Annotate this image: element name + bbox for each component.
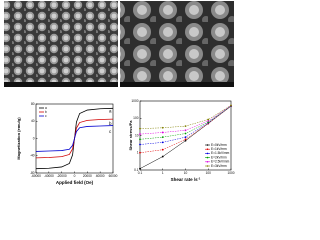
legend-label: a (45, 106, 47, 110)
x-axis-label-sup: -1 (198, 176, 201, 180)
data-point (139, 167, 141, 170)
y-tick-label: 1000 (131, 99, 138, 103)
legend-label: c (45, 114, 47, 118)
legend-label: E=1kV/mm (211, 147, 227, 151)
y-tick-label: 100 (133, 116, 139, 120)
y-tick-label: 0 (33, 136, 35, 140)
y-tick-label: -80 (30, 171, 35, 175)
series-annotation: a (109, 109, 112, 114)
data-point (161, 126, 164, 129)
data-point (139, 151, 141, 154)
y-tick-label: 10 (135, 133, 139, 137)
legend-marker (206, 152, 209, 155)
data-point (161, 148, 164, 151)
legend-marker (206, 144, 209, 146)
sem-info-bar (4, 82, 118, 87)
x-tick-label: 0 (74, 174, 76, 178)
data-point (161, 155, 164, 158)
legend-marker (206, 161, 209, 163)
data-point (139, 143, 141, 146)
data-point (207, 118, 210, 121)
x-tick-label: 1000 (227, 171, 234, 175)
y-tick-label: 40 (31, 119, 35, 123)
data-point (184, 129, 187, 132)
series-annotation: c (109, 129, 112, 134)
y-axis-label: Shear stress/Pa (128, 120, 133, 151)
sem-info-bar (120, 82, 234, 87)
figure: -60000 -40000 -20000 0 20000 40000 60000 -80 -40… (4, 1, 235, 185)
x-tick-label: -20000 (57, 174, 67, 178)
legend-marker (206, 148, 209, 150)
x-tick-label: 1 (162, 171, 164, 175)
series-annotation: b (109, 121, 112, 126)
legend-label: E=1.5kV/mm (211, 151, 230, 155)
data-point (139, 133, 141, 136)
data-point (207, 120, 210, 122)
x-tick-label: 10 (184, 171, 188, 175)
x-tick-label: -60000 (31, 174, 41, 178)
data-point (184, 138, 187, 141)
x-axis-label: Applied field (Oe) (56, 180, 94, 185)
legend-label: b (45, 110, 47, 114)
legend-label: E=2.5kV/mm (211, 160, 230, 164)
data-point (184, 139, 187, 142)
x-axis-label: Shear rate /s-1 (171, 176, 201, 182)
y-tick-label: 1 (137, 151, 139, 155)
sem-image-right (120, 1, 234, 87)
data-point (139, 127, 141, 130)
data-point (184, 125, 187, 128)
x-tick-label: 20000 (83, 174, 92, 178)
data-point (161, 141, 164, 144)
series-line (139, 105, 232, 129)
legend-marker (206, 156, 209, 159)
data-point (230, 104, 232, 107)
legend-label: E=3kV/mm (211, 164, 227, 168)
legend-marker (206, 165, 209, 167)
data-point (139, 138, 141, 141)
series-line (35, 125, 114, 152)
legend-label: E=0kV/mm (211, 143, 227, 147)
data-point (161, 131, 164, 134)
x-tick-label: 0.1 (138, 171, 143, 175)
data-point (161, 136, 164, 139)
x-tick-label: 60000 (109, 174, 118, 178)
x-tick-label: -40000 (44, 174, 54, 178)
y-tick-label: 80 (31, 102, 35, 106)
y-tick-label: 0.1 (134, 168, 139, 172)
x-tick-label: 100 (206, 171, 212, 175)
x-tick-label: 40000 (96, 174, 105, 178)
y-axis-label: Magnetization (emu/g) (16, 117, 21, 160)
legend-label: E=2kV/mm (211, 155, 227, 159)
data-point (184, 136, 187, 139)
data-point (184, 132, 187, 135)
sem-image-left (4, 1, 118, 87)
y-tick-label: -40 (30, 154, 35, 158)
